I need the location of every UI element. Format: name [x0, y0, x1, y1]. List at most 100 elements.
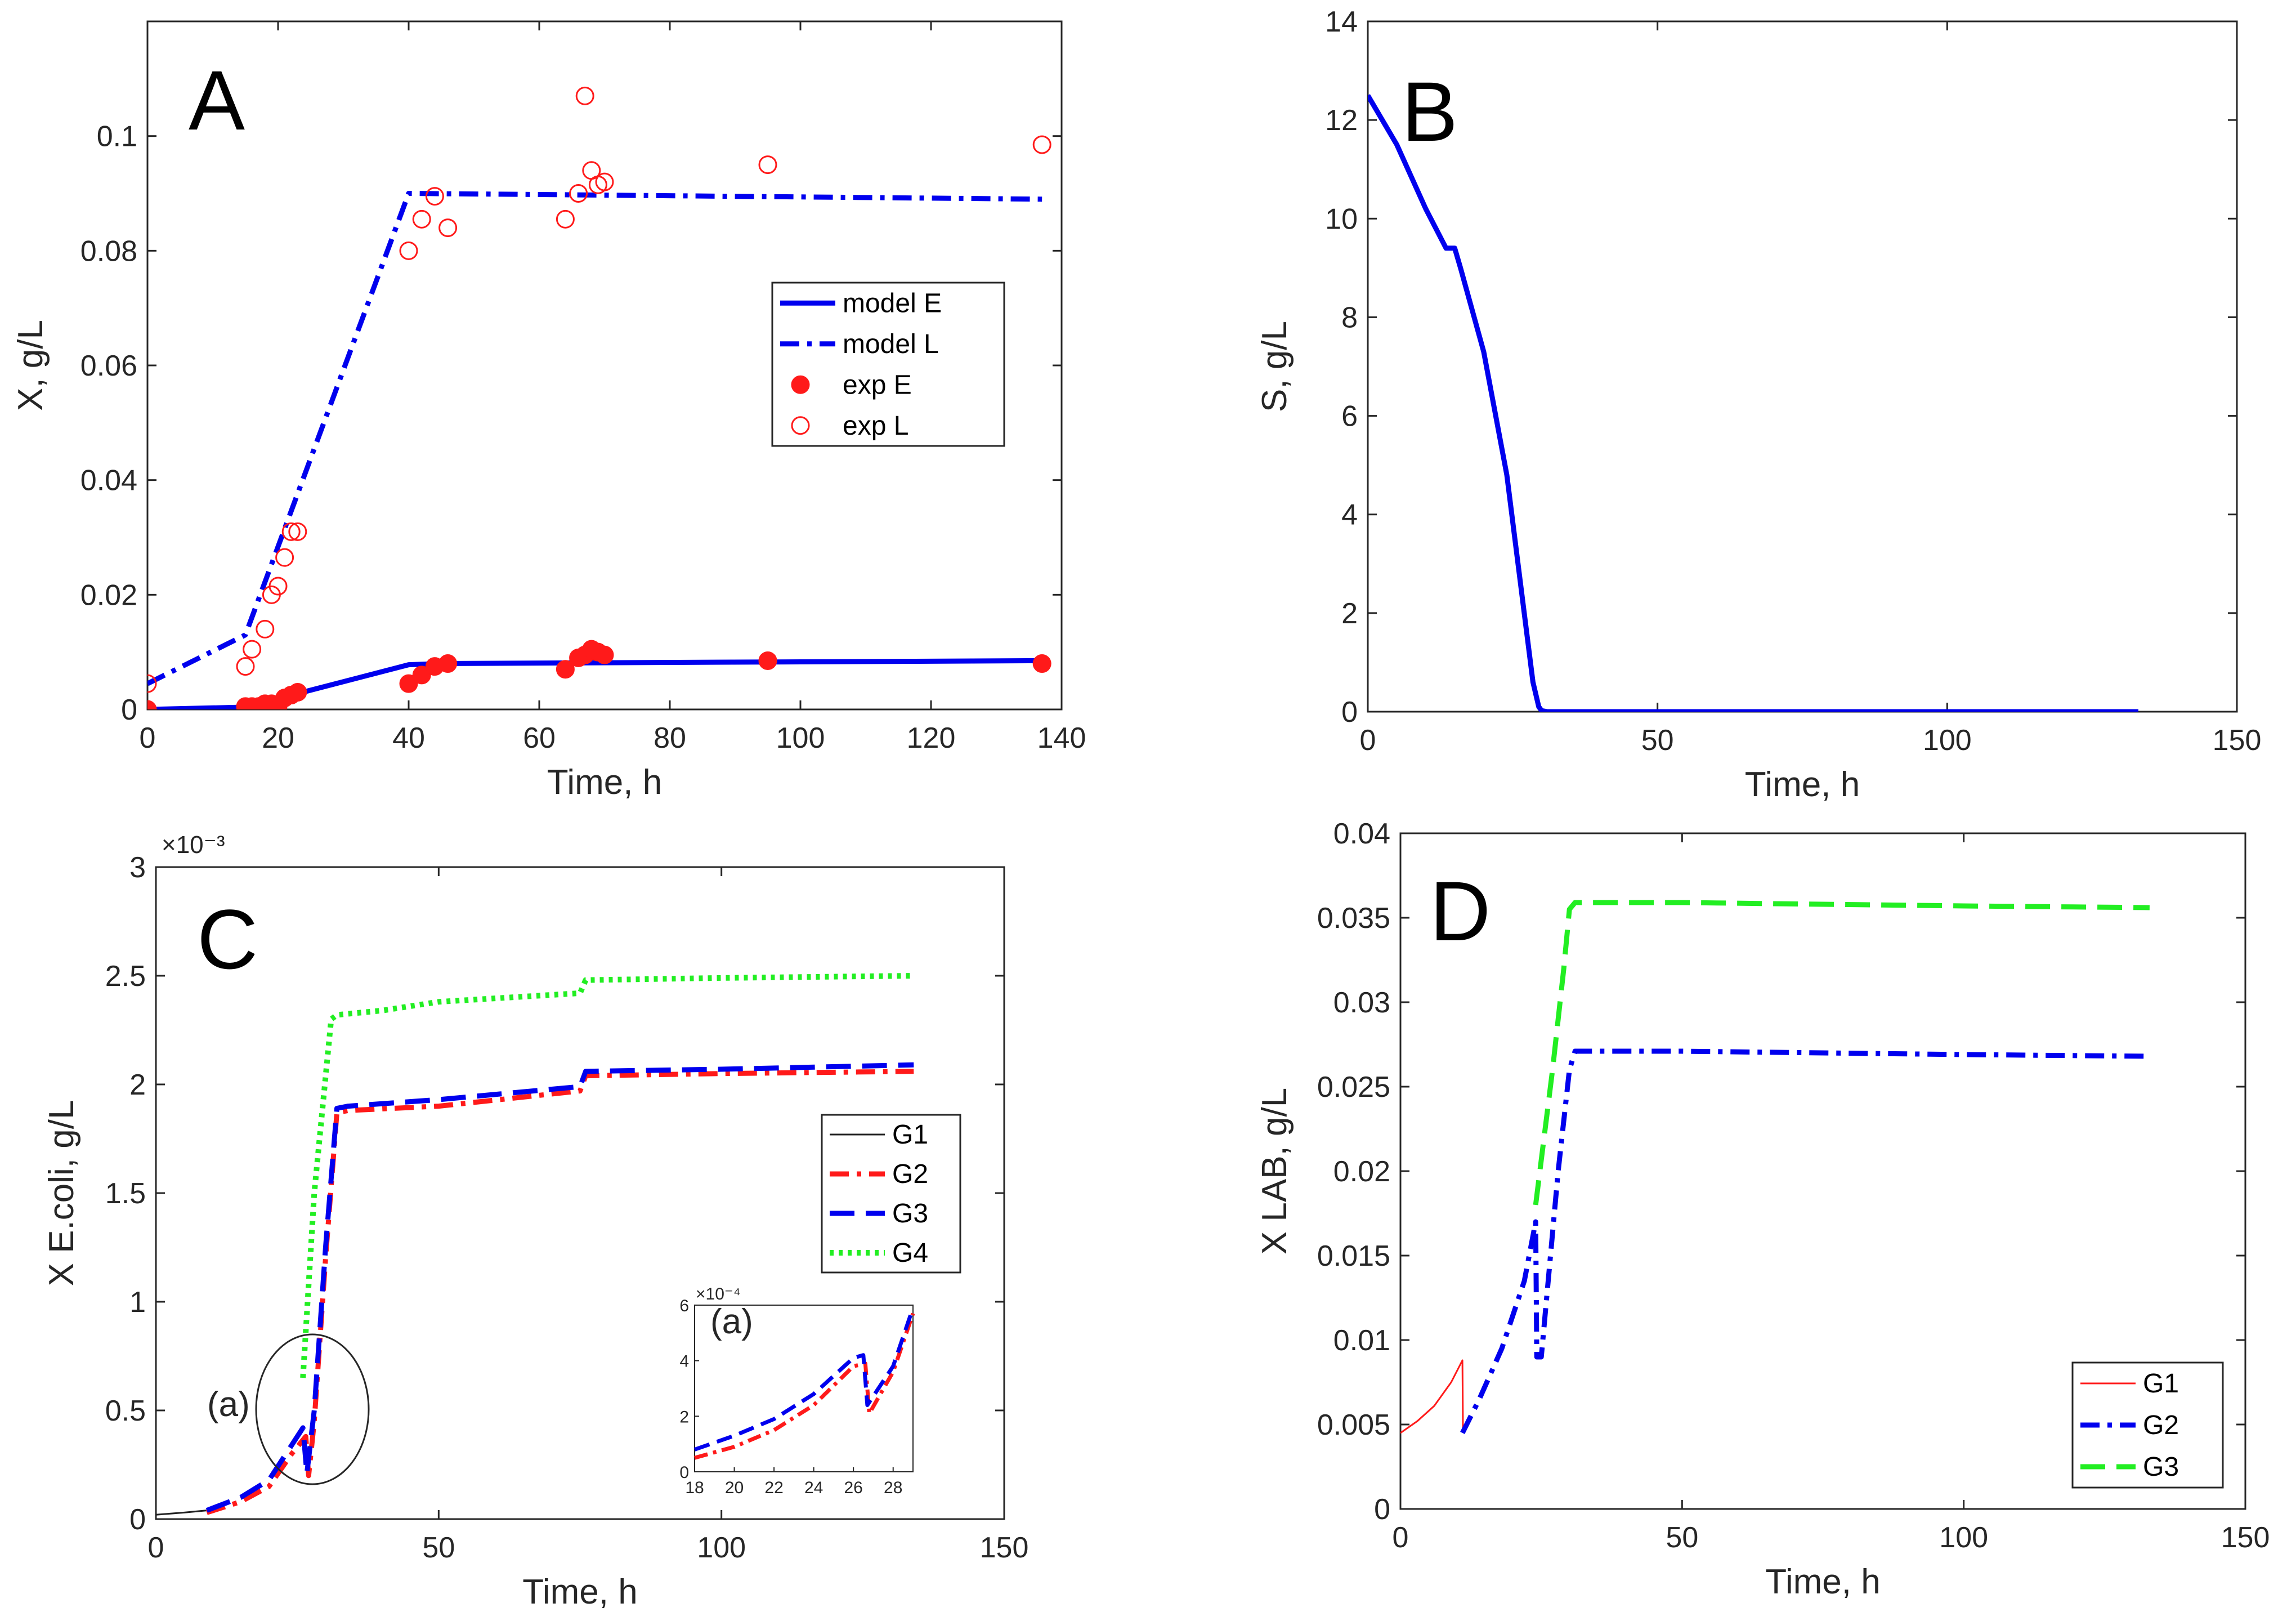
- chart-d-y-tick-label: 0: [1374, 1493, 1390, 1526]
- chart-c-y-tick-label: 1: [129, 1286, 146, 1319]
- chart-a-series-exp-l-point: [1032, 135, 1051, 154]
- chart-c-annotation: (a): [207, 1385, 250, 1424]
- chart-a-series-exp-e-point: [412, 666, 431, 685]
- chart-a-series-model-l-line: [147, 191, 1042, 686]
- chart-d-panel-letter: D: [1430, 864, 1491, 958]
- chart-a-legend-entry-model-e-label: model E: [843, 288, 942, 318]
- chart-a-series-exp-l-point: [569, 184, 588, 203]
- chart-a-x-tick-label: 0: [140, 722, 156, 754]
- chart-c-inset-exponent-label: ×10⁻⁴: [696, 1285, 741, 1303]
- chart-b-y-tick-label: 10: [1325, 203, 1358, 235]
- chart-c-x-axis-label: Time, h: [522, 1573, 637, 1611]
- chart-a-legend-entry-exp-l-swatch: [791, 416, 810, 435]
- chart-b-panel-letter: B: [1402, 64, 1458, 159]
- chart-c-y-tick-label: 2: [129, 1069, 146, 1101]
- chart-a-series-exp-l-point: [236, 657, 255, 676]
- chart-a-plot-area: [147, 86, 1051, 709]
- chart-c-inset-x-tick-label: 22: [764, 1479, 783, 1497]
- chart-d-x-tick-label: 0: [1393, 1521, 1409, 1554]
- chart-b-y-tick-label: 2: [1341, 597, 1358, 630]
- chart-a-legend-entry-model-l-label: model L: [843, 329, 939, 359]
- chart-b-x-tick-label: 50: [1641, 724, 1674, 757]
- chart-a-series-exp-l-point: [758, 155, 777, 175]
- chart-a-series-exp-l-point: [412, 209, 431, 229]
- chart-a-legend: model E model L exp E exp L: [771, 282, 1005, 447]
- chart-b-x-axis-label: Time, h: [1745, 765, 1860, 804]
- chart-c-series-g3-line: [205, 1062, 914, 1513]
- chart-a-series-exp-l: [147, 86, 1051, 693]
- chart-a-series-exp-l-point: [275, 548, 294, 567]
- chart-a-series-exp-e: [147, 640, 1051, 709]
- chart-d-series-g3-line: [1533, 900, 2150, 1205]
- chart-c-x-tick-label: 50: [422, 1531, 455, 1564]
- chart-a-series-exp-e-point: [556, 660, 575, 679]
- chart-c-inset-y-tick-label: 0: [679, 1463, 689, 1482]
- chart-d-series-g1-line: [1400, 1359, 1464, 1434]
- chart-c-x-tick-label: 150: [980, 1531, 1029, 1564]
- chart-c-x-tick-label: 100: [697, 1531, 746, 1564]
- chart-c-inset-x-tick-label: 28: [884, 1479, 902, 1497]
- chart-a-x-tick-label: 40: [392, 722, 425, 754]
- chart-a-series-exp-e-point: [288, 682, 307, 702]
- chart-d-y-tick-label: 0.015: [1317, 1240, 1390, 1272]
- chart-c-legend-box: [821, 1114, 961, 1274]
- chart-c-x-tick-label: 0: [148, 1531, 164, 1564]
- chart-a-series-exp-e-point: [147, 700, 157, 709]
- chart-a-series-exp-l-point: [268, 577, 288, 596]
- chart-c-y-tick-label: 2.5: [105, 960, 146, 993]
- panel-c-chart: 0 50 100 150 0 0.5 1 1.5 2 2.5 3 Time, h X E.coli, g…: [42, 831, 1028, 1611]
- chart-a-series-exp-e-point: [1032, 654, 1051, 673]
- chart-b-series-s-line: [1368, 94, 2138, 712]
- chart-a-series-exp-e-point: [399, 674, 418, 693]
- chart-c-zoom-ellipse: [255, 1333, 370, 1485]
- chart-a-series-exp-l-point: [575, 86, 594, 105]
- chart-d-legend-entry-g2-label: G2: [2143, 1410, 2179, 1440]
- chart-c-y-tick-label: 1.5: [105, 1177, 146, 1210]
- chart-c-inset-annotation: (a): [710, 1302, 753, 1341]
- chart-c-series-g4-line: [300, 973, 914, 1378]
- chart-c-y-tick-label: 0.5: [105, 1395, 146, 1427]
- chart-c-exponent-label: ×10⁻³: [162, 831, 225, 859]
- chart-a-x-axis-label: Time, h: [547, 763, 662, 802]
- chart-a-series-exp-e-point: [595, 645, 614, 664]
- chart-d-legend-entry-g1-label: G1: [2143, 1369, 2179, 1399]
- chart-a-series-exp-l-point: [425, 187, 444, 206]
- chart-c-y-axis-label: X E.coli, g/L: [42, 1100, 81, 1287]
- chart-b-plot-area: [1368, 94, 2138, 712]
- chart-a-series-exp-l-point: [281, 522, 301, 541]
- chart-a-x-tick-label: 120: [907, 722, 956, 754]
- chart-a-series-exp-e-point: [438, 654, 458, 673]
- chart-c-series-g1-line: [156, 1510, 207, 1516]
- chart-c-legend: G1 G2 G3 G4: [821, 1114, 961, 1274]
- chart-b-y-tick-label: 0: [1341, 696, 1358, 729]
- chart-d-y-tick-label: 0.035: [1317, 902, 1390, 935]
- chart-a-legend-entry-exp-e-label: exp E: [843, 370, 912, 400]
- chart-a-series-exp-l-point: [438, 218, 458, 238]
- chart-a-y-tick-label: 0.08: [80, 235, 137, 267]
- chart-c-y-tick-label: 3: [129, 851, 146, 884]
- chart-a-series-exp-l-point: [556, 209, 575, 229]
- chart-c-legend-entry-g4-label: G4: [892, 1238, 928, 1268]
- chart-d-y-tick-label: 0.01: [1333, 1324, 1390, 1357]
- chart-d-x-tick-label: 50: [1666, 1521, 1698, 1554]
- chart-c-panel-letter: C: [197, 892, 258, 986]
- chart-d-x-tick-label: 150: [2221, 1521, 2270, 1554]
- chart-a-x-tick-label: 140: [1037, 722, 1086, 754]
- chart-b-y-tick-label: 14: [1325, 6, 1358, 38]
- chart-d-y-tick-label: 0.025: [1317, 1071, 1390, 1104]
- chart-a-y-axis-label: X, g/L: [11, 320, 50, 411]
- chart-a-legend-entry-exp-l-label: exp L: [843, 411, 908, 441]
- chart-d-x-axis-label: Time, h: [1765, 1562, 1880, 1601]
- chart-a-y-tick-label: 0.06: [80, 350, 137, 382]
- chart-b-x-tick-label: 0: [1360, 724, 1376, 757]
- chart-c-inset-x-tick-label: 24: [804, 1479, 823, 1497]
- chart-a-series-exp-l-point: [595, 172, 614, 191]
- chart-c-legend-entry-g2-label: G2: [892, 1159, 928, 1189]
- chart-b-x-tick-label: 150: [2213, 724, 2262, 757]
- chart-d-series-g2-line: [1460, 1048, 2150, 1435]
- chart-c-inset-x-tick-label: 20: [725, 1479, 744, 1497]
- chart-d-x-tick-label: 100: [1939, 1521, 1988, 1554]
- chart-a-series-exp-l-point: [256, 619, 275, 638]
